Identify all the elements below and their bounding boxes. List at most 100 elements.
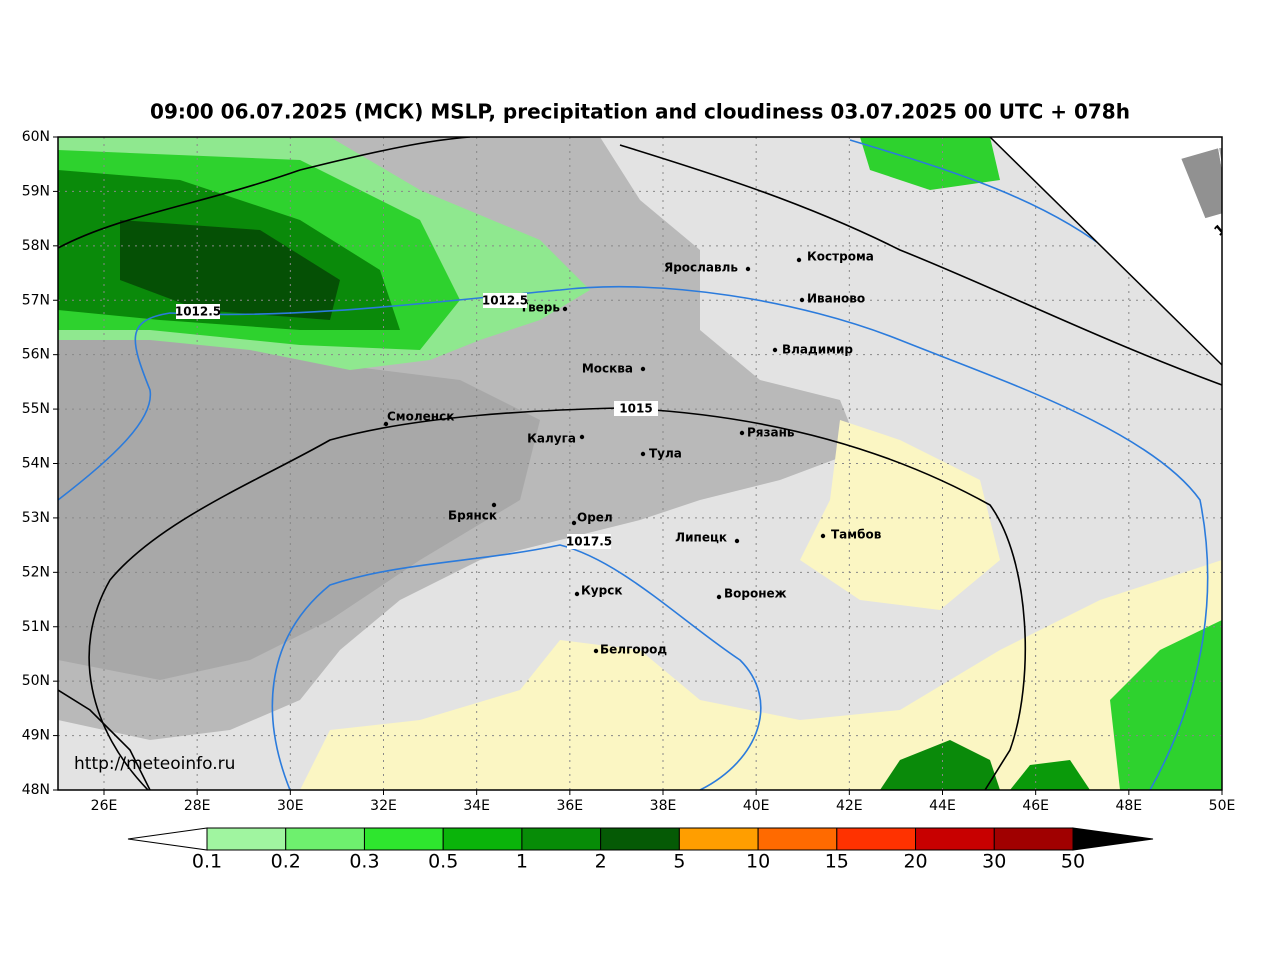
lon-label: 46E — [1022, 798, 1049, 814]
colorbar-box — [442, 827, 523, 851]
city-label: Смоленск — [387, 410, 454, 424]
colorbar-label: 0.3 — [349, 851, 379, 873]
city-dot — [579, 434, 585, 440]
colorbar-box — [363, 827, 444, 851]
lat-label: 59N — [22, 183, 50, 199]
colorbar-max — [1072, 827, 1154, 851]
lat-label: 52N — [22, 564, 50, 580]
isobar-label: 1017.5 — [566, 535, 612, 549]
city-label: Воронеж — [724, 587, 787, 601]
lon-label: 26E — [91, 798, 118, 814]
colorbar-label: 30 — [982, 851, 1006, 873]
lon-label: 48E — [1115, 798, 1142, 814]
colorbar-label: 15 — [825, 851, 849, 873]
colorbar-label: 20 — [903, 851, 927, 873]
cloud-scale-band — [1180, 147, 1222, 220]
city-dot — [820, 533, 826, 539]
title: 09:00 06.07.2025 (МСК) MSLP, precipitati… — [150, 100, 1130, 124]
watermark: http://meteoinfo.ru — [74, 754, 235, 774]
lon-label: 28E — [184, 798, 211, 814]
colorbar-label: 0.5 — [428, 851, 458, 873]
map-area: 1009080706050403020 ЯрославльКостромаИва… — [58, 137, 1281, 790]
lon-label: 38E — [650, 798, 677, 814]
city-dot — [772, 347, 778, 353]
lat-label: 54N — [22, 456, 50, 472]
colorbar-min — [127, 827, 208, 851]
precip-area — [1110, 620, 1222, 790]
colorbar-box — [285, 827, 365, 851]
isobars — [58, 137, 1222, 790]
isobar-label-bg — [614, 401, 658, 416]
city-dot — [383, 421, 389, 427]
city-dot — [571, 520, 577, 526]
city-label: Калуга — [527, 432, 576, 446]
lon-label: 36E — [556, 798, 583, 814]
colorbar-box — [206, 827, 287, 851]
isobar — [58, 137, 471, 249]
colorbar-label: 50 — [1061, 851, 1085, 873]
cloud-scale-label: 80 — [1261, 212, 1281, 237]
precip-area — [120, 220, 340, 320]
cloud-dense — [58, 300, 540, 680]
lat-label: 55N — [22, 401, 50, 417]
isobar — [849, 139, 1121, 261]
cloud-scale-label: 100 — [1211, 209, 1244, 240]
city-dot — [734, 538, 740, 544]
city-dot — [640, 366, 646, 372]
lon-label: 32E — [370, 798, 397, 814]
cloud-scale-label: 90 — [1238, 209, 1263, 234]
city-label: Кострома — [807, 250, 874, 264]
precip-area — [880, 740, 1000, 790]
city-label: Москва — [582, 362, 633, 376]
lat-label: 60N — [22, 129, 50, 145]
lon-label: 42E — [836, 798, 863, 814]
city-dot — [640, 451, 646, 457]
colorbar-box — [678, 827, 759, 851]
precip-area — [1010, 760, 1090, 790]
clear-area — [300, 560, 1222, 790]
isobar-label-bg — [567, 534, 611, 549]
city-label: Липецк — [675, 531, 727, 545]
isobar-label: 1012.5 — [175, 305, 221, 319]
city-label: Тверь — [520, 301, 561, 315]
city-dot — [562, 306, 568, 312]
city-label: Белгород — [600, 643, 667, 657]
isobar-label-bg — [176, 304, 220, 319]
colorbar-label: 5 — [673, 851, 685, 873]
colorbar-label: 10 — [746, 851, 770, 873]
city-label: Курск — [581, 584, 622, 598]
city-label: Брянск — [448, 509, 497, 523]
clear-area — [800, 420, 1000, 610]
city-dot — [799, 297, 805, 303]
city-dot — [745, 266, 751, 272]
isobar-label-bg — [483, 293, 527, 308]
isobar — [58, 689, 151, 790]
city-dot — [716, 594, 722, 600]
colorbar-label: 0.1 — [192, 851, 222, 873]
colorbar-box — [993, 827, 1074, 851]
city-label: Орел — [577, 511, 613, 525]
colorbar-box — [600, 827, 680, 851]
lat-label: 53N — [22, 510, 50, 526]
colorbar-box — [757, 827, 838, 851]
colorbar-box — [521, 827, 602, 851]
colorbar-label: 1 — [516, 851, 528, 873]
lat-label: 50N — [22, 673, 50, 689]
lon-label: 34E — [463, 798, 490, 814]
isobar — [271, 544, 762, 790]
lon-label: 50E — [1209, 798, 1236, 814]
cloud-scale-band — [1255, 145, 1281, 214]
isobar-label: 1015 — [619, 402, 652, 416]
corner-edge — [989, 137, 1222, 366]
city-dot — [593, 648, 599, 654]
lon-label: 40E — [743, 798, 770, 814]
city-label: Тула — [649, 447, 682, 461]
isobar-label: 1012.5 — [482, 294, 528, 308]
lat-label: 49N — [22, 728, 50, 744]
lon-label: 30E — [277, 798, 304, 814]
city-label: Ярославль — [664, 261, 738, 275]
city-label: Рязань — [747, 426, 795, 440]
lat-label: 48N — [22, 782, 50, 798]
